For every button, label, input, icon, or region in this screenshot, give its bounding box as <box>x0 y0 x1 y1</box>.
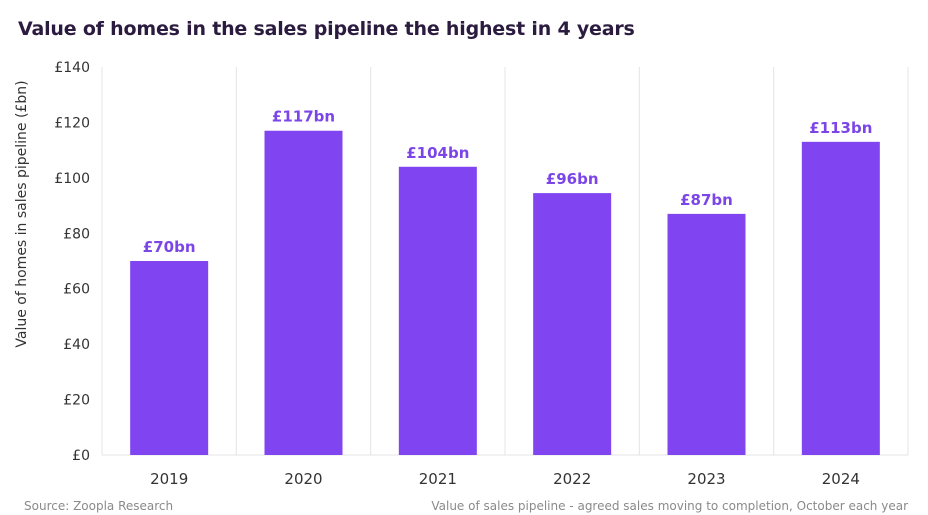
data-label: £104bn <box>406 144 469 162</box>
x-tick-label: 2021 <box>419 470 457 488</box>
y-tick-label: £140 <box>54 60 90 76</box>
bar <box>264 130 343 455</box>
chart-footnote: Value of sales pipeline - agreed sales m… <box>431 499 908 513</box>
bar <box>533 193 612 455</box>
y-tick-label: £120 <box>54 115 90 131</box>
y-tick-label: £60 <box>63 282 90 298</box>
data-label: £96bn <box>546 170 599 188</box>
bars <box>130 130 880 456</box>
bar <box>801 141 880 456</box>
x-tick-label: 2023 <box>687 470 725 488</box>
y-tick-label: £80 <box>63 226 90 242</box>
grid-lines <box>101 67 909 456</box>
data-labels: £70bn £117bn £104bn £96bn £87bn £113bn <box>143 108 873 256</box>
data-label: £117bn <box>272 108 335 126</box>
data-label: £87bn <box>680 191 733 209</box>
axis-ticks: £0 £20 £40 £60 £80 £100 £120 £140 2019 2020 2021 20… <box>54 60 860 488</box>
data-label: £70bn <box>143 238 196 256</box>
y-tick-label: £100 <box>54 171 90 187</box>
y-tick-label: £40 <box>63 337 90 353</box>
bar <box>398 166 477 455</box>
x-tick-label: 2020 <box>284 470 322 488</box>
source-note: Source: Zoopla Research <box>24 499 174 513</box>
chart-title: Value of homes in the sales pipeline the… <box>18 18 635 40</box>
bar <box>130 261 209 455</box>
bar <box>667 213 746 455</box>
y-tick-label: £20 <box>63 393 90 409</box>
y-tick-label: £0 <box>72 448 90 464</box>
data-label: £113bn <box>809 119 872 137</box>
x-tick-label: 2024 <box>822 470 860 488</box>
x-tick-label: 2019 <box>150 470 188 488</box>
x-tick-label: 2022 <box>553 470 591 488</box>
